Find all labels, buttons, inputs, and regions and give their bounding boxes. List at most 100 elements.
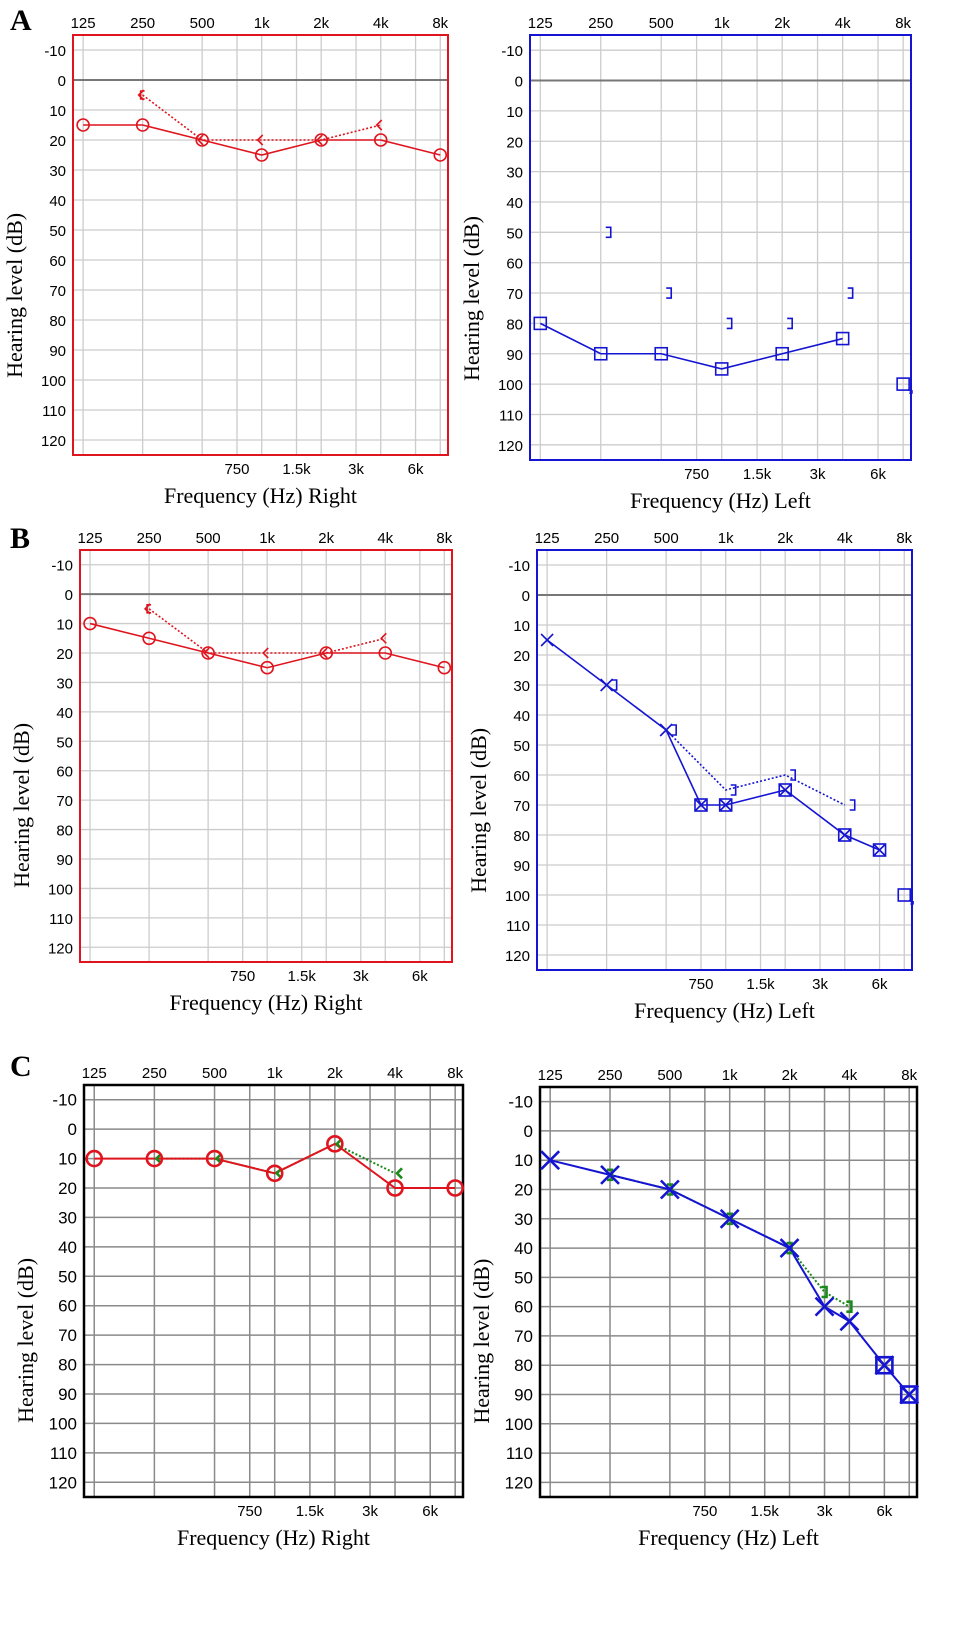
- y-tick-label: 90: [514, 1386, 533, 1405]
- y-tick-label: 20: [506, 134, 523, 151]
- y-tick-label: 80: [506, 316, 523, 333]
- x-tick-label-bottom: 750: [230, 968, 255, 985]
- y-tick-label: 80: [513, 828, 530, 845]
- x-tick-label-top: 8k: [901, 1067, 917, 1084]
- y-tick-label: -10: [508, 558, 530, 575]
- y-tick-label: 110: [499, 407, 523, 424]
- y-axis-title: Hearing level (dB): [469, 1259, 494, 1424]
- y-tick-label: 40: [58, 1238, 77, 1257]
- plot-border: [538, 1085, 919, 1499]
- marker-circle: [260, 660, 274, 675]
- y-tick-label: 110: [42, 403, 66, 420]
- y-tick-label: 70: [513, 798, 530, 815]
- y-axis-title: Hearing level (dB): [2, 213, 27, 378]
- marker-x: [839, 1311, 860, 1332]
- marker-bone-unmasked: [375, 119, 383, 131]
- y-tick-label: 10: [513, 618, 530, 635]
- marker-x: [659, 1179, 680, 1200]
- marker-square: [875, 1355, 894, 1375]
- marker-square: [654, 346, 669, 361]
- y-tick-label: 120: [505, 1473, 533, 1492]
- y-tick-label: 0: [515, 74, 523, 91]
- marker-circle: [135, 118, 150, 132]
- no-response-arrow: [907, 388, 913, 394]
- y-tick-label: -10: [51, 558, 73, 575]
- marker-bone-unmasked: [143, 603, 151, 615]
- marker-x: [540, 633, 554, 647]
- x-tick-label-top: 4k: [377, 530, 393, 547]
- y-tick-label: 70: [506, 286, 523, 303]
- x-tick-label-bottom: 6k: [422, 1503, 438, 1520]
- y-tick-label: 10: [514, 1151, 533, 1170]
- x-tick-label-top: 4k: [835, 15, 851, 32]
- x-tick-label-top: 500: [196, 530, 221, 547]
- x-tick-label-top: 2k: [318, 530, 334, 547]
- marker-square: [897, 888, 912, 902]
- x-tick-label-top: 4k: [841, 1067, 857, 1084]
- y-tick-label: 50: [56, 734, 73, 751]
- y-tick-label: 30: [49, 163, 66, 180]
- y-tick-label: 80: [56, 823, 73, 840]
- y-tick-label: 30: [56, 675, 73, 692]
- marker-circle: [145, 1149, 164, 1168]
- plot-border: [529, 34, 912, 461]
- marker-bone-masked: [726, 317, 733, 330]
- y-tick-label: 70: [56, 793, 73, 810]
- marker-bone-masked: [790, 769, 797, 781]
- marker-bone-masked: [849, 799, 856, 811]
- series-line: [142, 94, 381, 141]
- marker-x: [600, 1164, 620, 1185]
- x-tick-label-bottom: 3k: [348, 461, 364, 478]
- y-tick-label: 30: [513, 678, 530, 695]
- x-tick-label-top: 2k: [777, 530, 793, 547]
- x-axis-title: Frequency (Hz) Right: [169, 990, 362, 1015]
- x-tick-label-bottom: 6k: [412, 968, 428, 985]
- y-tick-label: 20: [49, 133, 66, 150]
- x-tick-label-bottom: 1.5k: [288, 968, 317, 985]
- y-tick-label: -10: [501, 43, 523, 60]
- marker-circle: [195, 133, 209, 147]
- marker-bone-unmasked: [137, 89, 145, 101]
- x-tick-label-bottom: 6k: [872, 976, 888, 993]
- marker-bone-masked: [730, 784, 737, 796]
- marker-circle: [373, 133, 388, 147]
- x-axis-title: Frequency (Hz) Left: [630, 488, 811, 513]
- marker-circle: [83, 616, 97, 631]
- y-tick-label: 40: [513, 708, 530, 725]
- audiogram-b-left: -10 0 10 20 30 40 50 60 70 80 90 100 110 120 125 250 500…: [466, 530, 914, 1023]
- audiogram-a-left: -10 0 10 20 30 40 50 60 70 80 90 100 110 120 125 250 500…: [459, 15, 913, 513]
- marker-x: [540, 1150, 561, 1171]
- marker-circle: [378, 646, 393, 660]
- y-tick-label: 20: [58, 1179, 77, 1198]
- marker-circle: [265, 1164, 284, 1183]
- y-tick-label: 20: [513, 648, 530, 665]
- y-tick-label: 110: [50, 1444, 77, 1463]
- marker-x: [719, 1208, 740, 1229]
- panel-letter-c: C: [10, 1050, 32, 1083]
- marker-square: [533, 316, 548, 331]
- x-tick-label-top: 125: [538, 1067, 563, 1084]
- y-tick-label: -10: [52, 1091, 77, 1110]
- x-tick-label-top: 1k: [267, 1065, 283, 1082]
- y-tick-label: 120: [48, 940, 73, 957]
- y-tick-label: 100: [49, 1414, 77, 1433]
- y-tick-label: 60: [506, 256, 523, 273]
- marker-bone-unmasked: [203, 647, 210, 659]
- plot-border: [536, 549, 913, 971]
- series-line: [94, 1142, 456, 1189]
- marker-bone-unmasked: [262, 647, 269, 659]
- marker-bone-masked: [666, 1183, 674, 1196]
- plot-border: [72, 34, 449, 456]
- y-tick-label: -10: [44, 43, 66, 60]
- x-tick-label-bottom: 3k: [812, 976, 828, 993]
- series-line: [665, 729, 846, 806]
- x-axis-title: Frequency (Hz) Left: [638, 1525, 819, 1550]
- marker-circle: [205, 1149, 224, 1168]
- marker-bone-unmasked: [316, 134, 323, 146]
- marker-x: [838, 828, 852, 842]
- x-tick-label-top: 1k: [259, 530, 275, 547]
- x-tick-label-bottom: 750: [688, 976, 713, 993]
- y-tick-label: 40: [49, 193, 66, 210]
- marker-bone-unmasked: [395, 1167, 403, 1180]
- marker-x: [814, 1296, 835, 1317]
